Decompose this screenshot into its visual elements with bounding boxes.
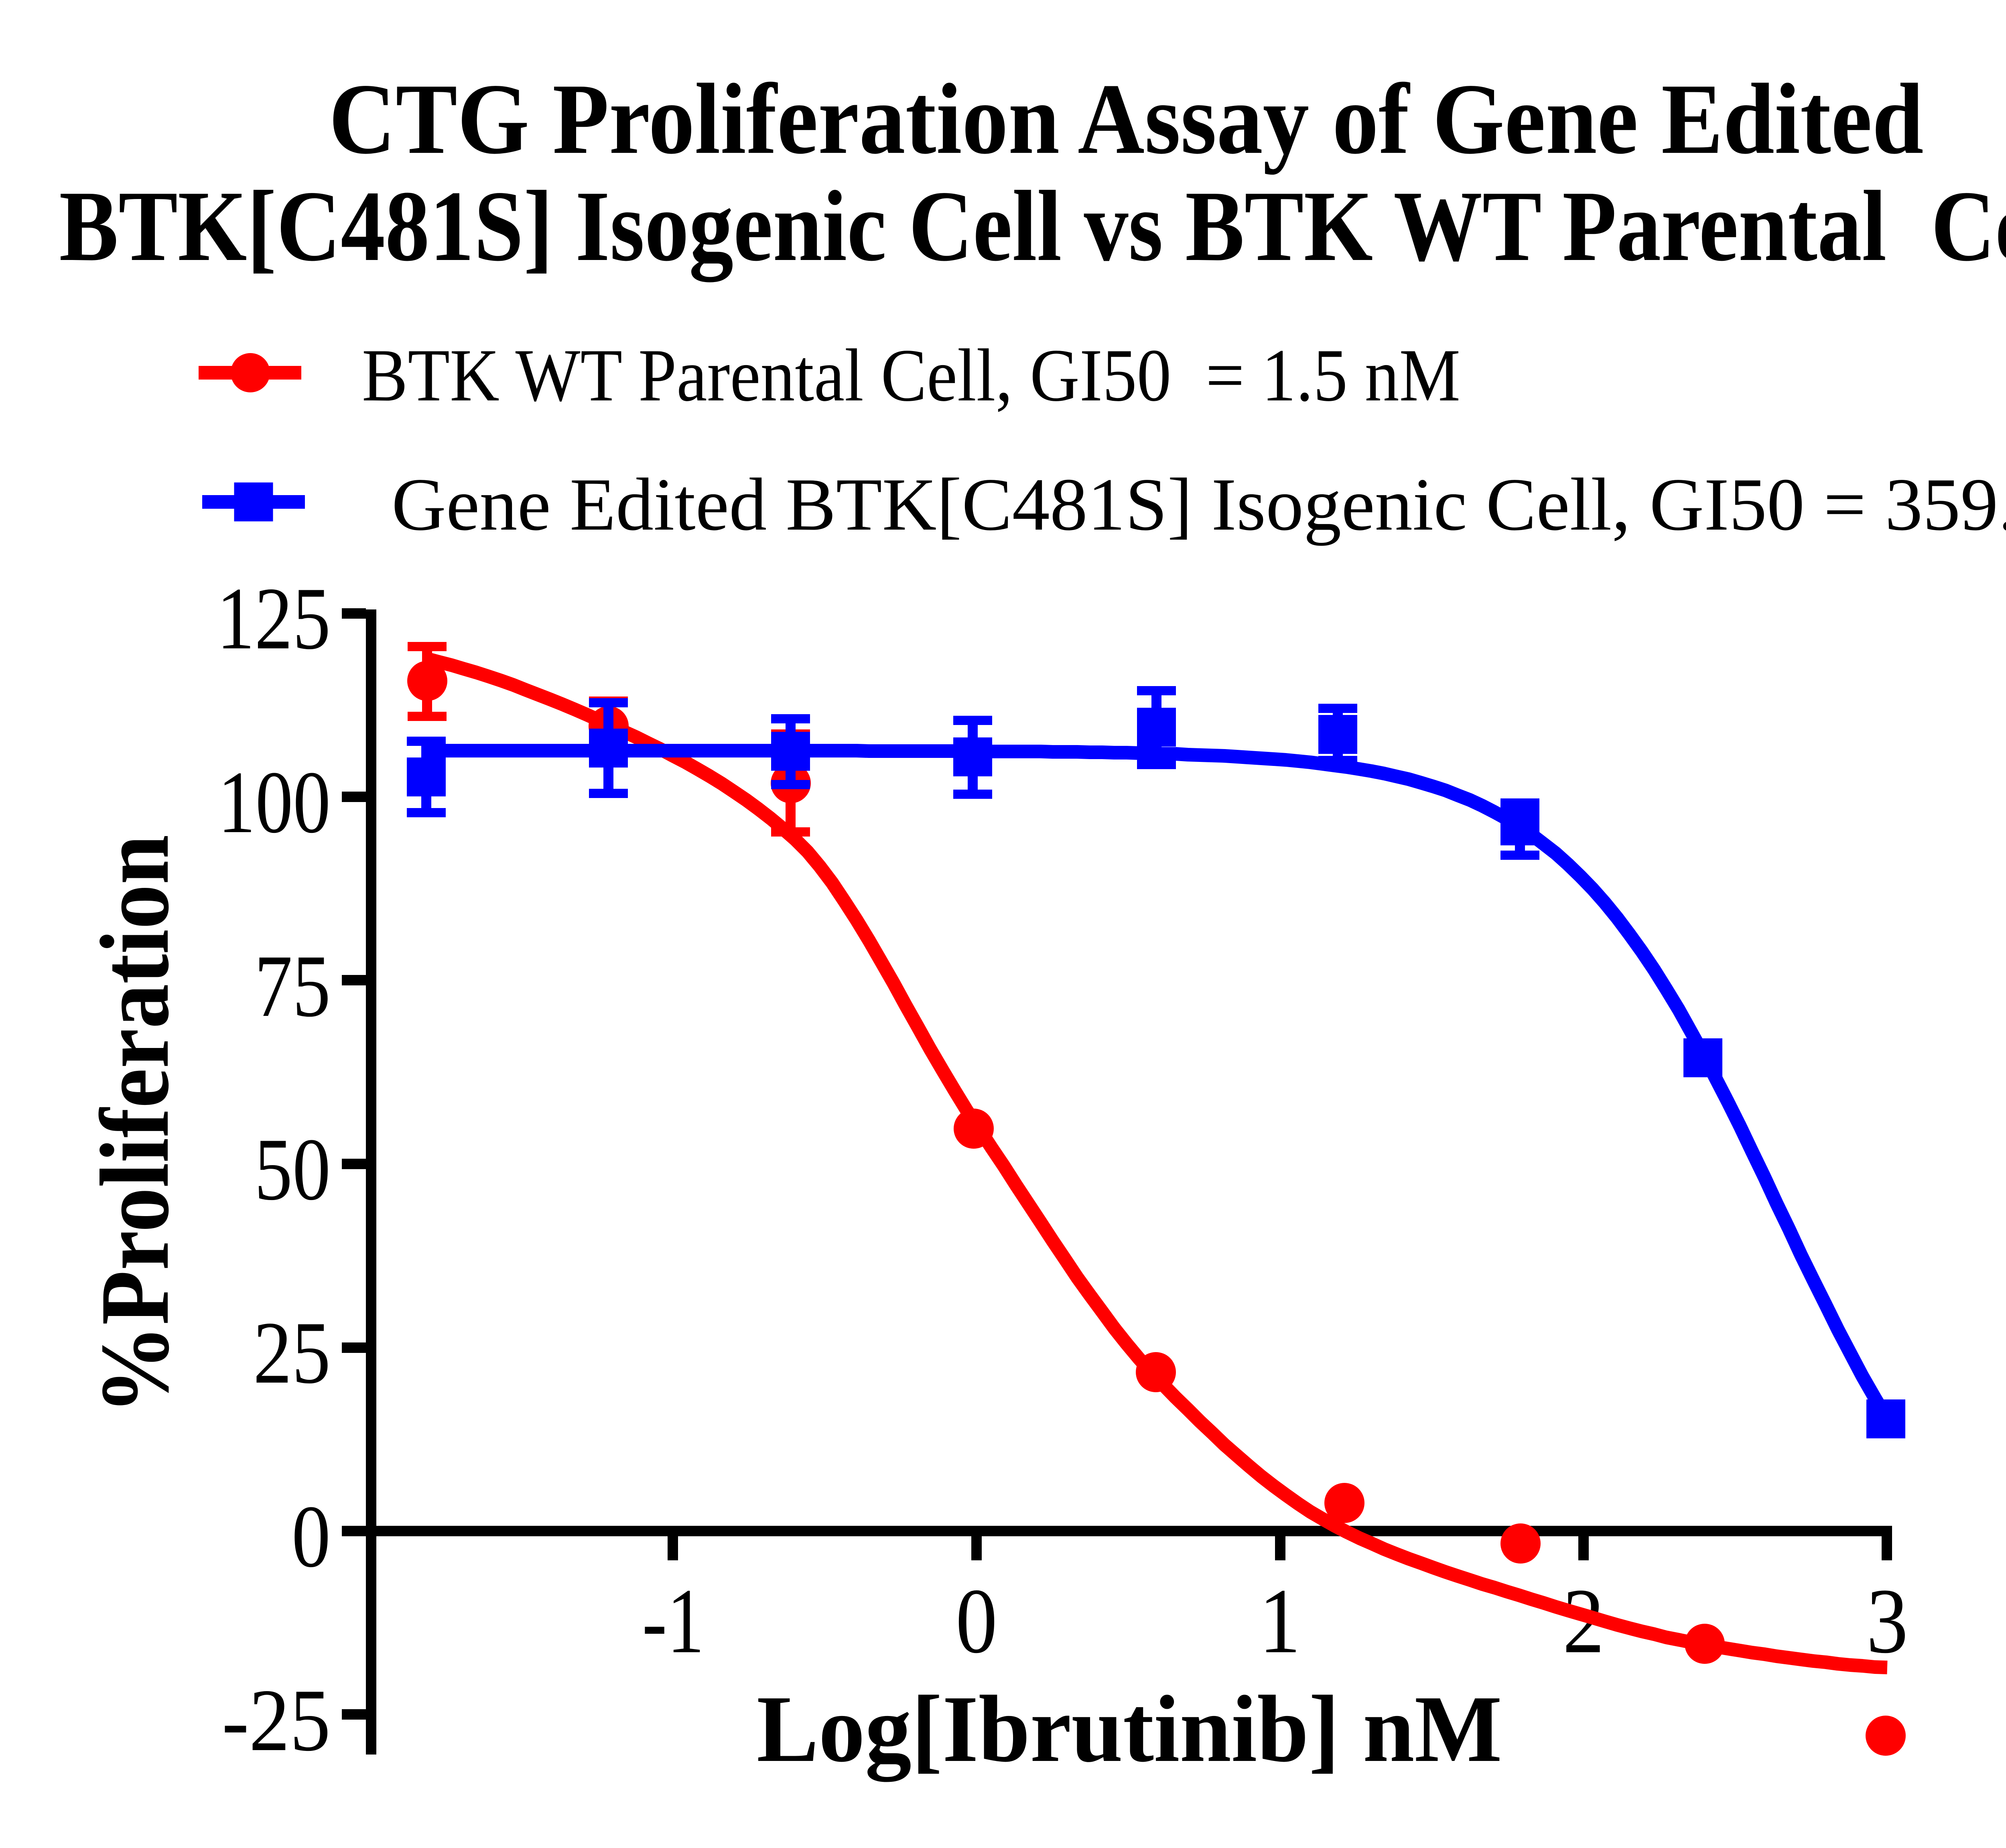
svg-text:BTK[C481S] Isogenic Cell vs BT: BTK[C481S] Isogenic Cell vs BTK WT Paren…	[59, 170, 2006, 282]
svg-text:BTK WT Parental Cell, GI50 =: BTK WT Parental Cell, GI50 = 1.5 nM	[362, 334, 1460, 417]
svg-text:-25: -25	[222, 1671, 331, 1770]
svg-text:25: 25	[253, 1304, 331, 1402]
svg-text:%Proliferation: %Proliferation	[80, 835, 189, 1415]
svg-text:100: 100	[218, 753, 331, 852]
svg-text:0: 0	[292, 1487, 331, 1586]
svg-text:Log[Ibrutinib] nM: Log[Ibrutinib] nM	[757, 1676, 1502, 1782]
svg-text:3: 3	[1866, 1570, 1908, 1673]
svg-text:Gene Edited BTK[C481S] Isogeni: Gene Edited BTK[C481S] Isogenic Cell, GI…	[392, 463, 2006, 546]
svg-text:75: 75	[254, 937, 331, 1036]
svg-text:125: 125	[217, 569, 331, 668]
svg-text:1: 1	[1259, 1570, 1301, 1673]
svg-text:CTG Proliferation Assay of Gen: CTG Proliferation Assay of Gene Edited	[329, 63, 1924, 175]
svg-text:50: 50	[254, 1120, 331, 1219]
svg-text:-1: -1	[642, 1570, 705, 1673]
svg-text:0: 0	[956, 1570, 997, 1673]
